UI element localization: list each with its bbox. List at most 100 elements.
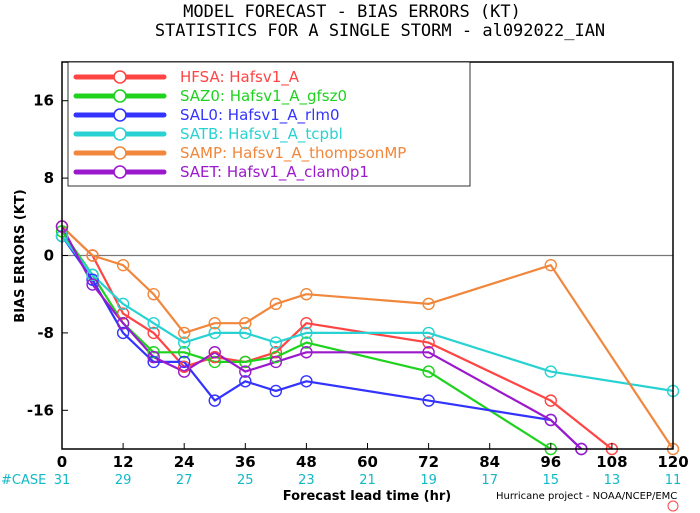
- data-point: [544, 413, 557, 427]
- legend-marker: [113, 165, 127, 179]
- data-point: [269, 355, 283, 369]
- data-point: [544, 394, 557, 407]
- data-point: [208, 326, 221, 340]
- x-tick-label: 84: [479, 453, 500, 471]
- y-tick-label: 0: [44, 247, 54, 265]
- data-point: [147, 346, 160, 359]
- data-point: [239, 317, 252, 330]
- x-tick-label: 36: [235, 453, 256, 471]
- series-line-3: [62, 235, 673, 392]
- data-point: [147, 355, 160, 369]
- y-tick-label: 8: [44, 169, 54, 187]
- case-count: 29: [115, 473, 132, 488]
- chart-subtitle: STATISTICS FOR A SINGLE STORM - al092022…: [155, 21, 605, 41]
- x-tick-label: 96: [540, 453, 561, 471]
- data-point: [300, 317, 313, 330]
- data-point: [116, 297, 130, 311]
- credit-text: Hurricane project - NOAA/NCEP/EMC: [496, 491, 677, 502]
- data-point: [269, 297, 283, 311]
- y-tick-label: -8: [37, 324, 54, 342]
- chart-title: MODEL FORECAST - BIAS ERRORS (KT): [183, 2, 521, 22]
- case-count: 31: [54, 473, 71, 488]
- data-point: [269, 336, 283, 349]
- data-point: [177, 360, 191, 373]
- series-line-1: [62, 230, 552, 449]
- data-point: [86, 249, 99, 262]
- y-tick-label: -16: [27, 401, 54, 419]
- data-point: [544, 258, 557, 272]
- data-point: [422, 365, 435, 378]
- legend-entry: SAZ0: Hafsv1_A_gfsz0: [180, 87, 347, 106]
- data-point: [147, 317, 160, 330]
- legend-marker: [113, 70, 127, 84]
- legend-marker: [113, 127, 127, 141]
- x-tick-label: 0: [57, 453, 67, 471]
- legend-entry: SAET: Hafsv1_A_clam0p1: [180, 163, 369, 182]
- x-tick-label: 48: [296, 453, 317, 471]
- data-point: [239, 365, 252, 378]
- data-point: [177, 365, 191, 378]
- legend-box: [67, 61, 471, 187]
- credit-mark-icon: [667, 500, 679, 512]
- case-count: 11: [665, 473, 682, 488]
- legend-entry: SATB: Hafsv1_A_tcpbl: [180, 125, 343, 144]
- data-point: [239, 355, 252, 369]
- data-point: [269, 346, 283, 359]
- case-count: 21: [359, 473, 376, 488]
- data-point: [147, 288, 160, 301]
- x-tick-label: 12: [113, 453, 134, 471]
- data-point: [116, 317, 130, 330]
- legend-marker: [113, 108, 127, 122]
- data-point: [422, 326, 435, 340]
- case-count: 23: [298, 473, 315, 488]
- legend-entry: SAL0: Hafsv1_A_rlm0: [180, 106, 340, 125]
- legend-entry: SAMP: Hafsv1_A_thompsonMP: [180, 144, 406, 163]
- case-label: #CASE: [1, 473, 46, 488]
- y-tick-label: 16: [33, 92, 54, 110]
- data-point: [422, 394, 435, 407]
- x-axis-label: Forecast lead time (hr): [283, 489, 451, 504]
- case-count: 17: [481, 473, 498, 488]
- data-point: [208, 350, 221, 364]
- data-point: [300, 288, 313, 301]
- data-point: [422, 336, 435, 349]
- data-point: [300, 326, 313, 340]
- legend-marker: [113, 89, 127, 103]
- data-point: [208, 317, 221, 330]
- data-point: [269, 384, 283, 398]
- case-count: 15: [543, 473, 560, 488]
- y-axis-label: BIAS ERRORS (KT): [13, 189, 28, 322]
- data-point: [239, 375, 252, 388]
- data-point: [116, 258, 130, 272]
- x-tick-label: 72: [418, 453, 439, 471]
- data-point: [208, 355, 221, 369]
- data-point: [208, 346, 221, 359]
- case-count: 27: [176, 473, 193, 488]
- data-point: [147, 350, 160, 364]
- data-point: [86, 273, 99, 286]
- x-tick-label: 108: [596, 453, 627, 471]
- data-point: [177, 336, 191, 349]
- data-point: [300, 346, 313, 359]
- data-point: [208, 394, 221, 407]
- x-tick-label: 24: [174, 453, 195, 471]
- data-point: [422, 297, 435, 311]
- data-point: [300, 375, 313, 388]
- data-point: [86, 268, 99, 282]
- data-point: [239, 326, 252, 340]
- case-count: 25: [237, 473, 254, 488]
- case-count: 19: [420, 473, 437, 488]
- x-tick-label: 60: [357, 453, 378, 471]
- data-point: [544, 365, 557, 378]
- data-point: [177, 346, 191, 359]
- data-point: [116, 326, 130, 340]
- legend-marker: [113, 146, 127, 160]
- data-point: [269, 350, 283, 364]
- data-point: [300, 336, 313, 349]
- case-count: 13: [604, 473, 621, 488]
- data-point: [422, 346, 435, 359]
- legend-entry: HFSA: Hafsv1_A: [180, 68, 300, 87]
- data-point: [177, 326, 191, 340]
